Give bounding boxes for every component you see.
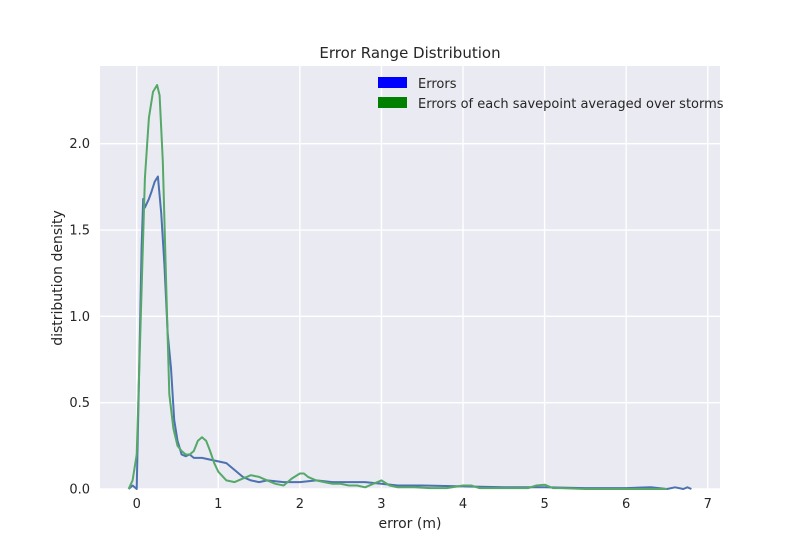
x-tick-label: 0	[133, 497, 141, 512]
y-tick-labels: 0.0 0.5 1.0 1.5 2.0	[69, 137, 90, 497]
y-tick-label: 1.0	[69, 310, 90, 325]
y-axis-label: distribution density	[50, 210, 66, 346]
chart-title: Error Range Distribution	[319, 44, 500, 62]
x-tick-label: 5	[540, 497, 548, 512]
legend: Errors Errors of each savepoint averaged…	[378, 77, 724, 112]
x-tick-label: 2	[296, 497, 304, 512]
y-tick-label: 1.5	[69, 224, 90, 239]
legend-swatch-errors	[378, 77, 407, 88]
series-line-savepoint-averaged	[127, 84, 667, 490]
x-axis-label: error (m)	[379, 516, 442, 532]
y-tick-label: 2.0	[69, 137, 90, 152]
y-tick-label: 0.5	[69, 396, 90, 411]
y-tick-label: 0.0	[69, 483, 90, 498]
x-tick-labels: 0 1 2 3 4 5 6 7	[133, 497, 712, 512]
legend-label-errors: Errors	[418, 77, 457, 92]
x-tick-label: 3	[377, 497, 385, 512]
x-tick-label: 6	[622, 497, 630, 512]
legend-label-savepoint-averaged: Errors of each savepoint averaged over s…	[418, 97, 724, 112]
x-tick-label: 7	[704, 497, 712, 512]
x-tick-label: 1	[214, 497, 222, 512]
series-lines	[127, 84, 692, 490]
plot-area	[100, 66, 720, 489]
x-tick-label: 4	[459, 497, 467, 512]
legend-swatch-savepoint-averaged	[378, 97, 407, 108]
grid-lines	[100, 66, 720, 490]
